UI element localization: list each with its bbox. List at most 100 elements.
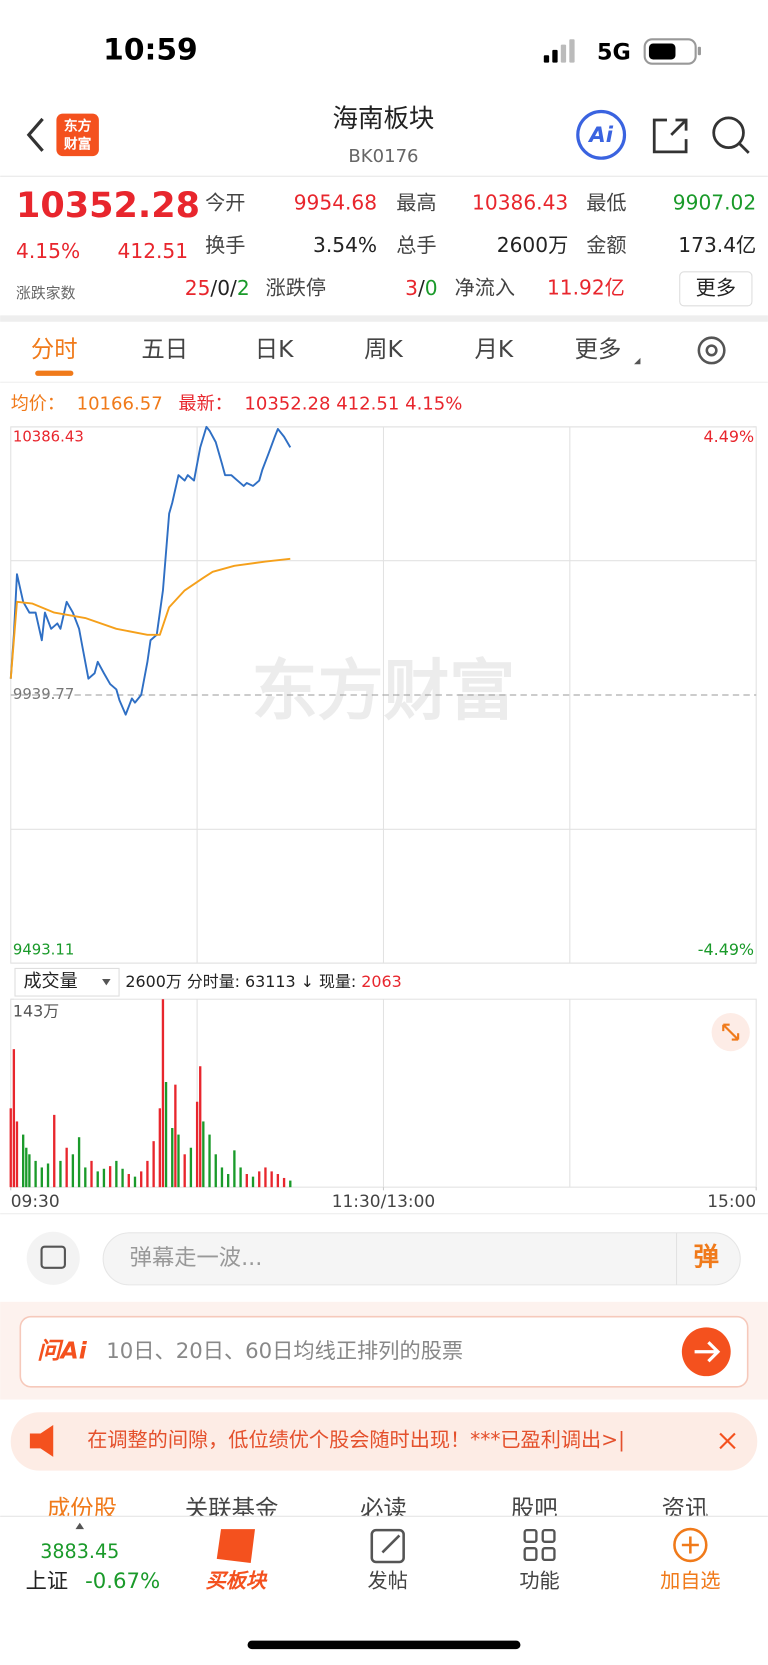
nav-item[interactable]: 功能 bbox=[519, 1569, 559, 1593]
nav-item[interactable]: 加自选 bbox=[660, 1569, 720, 1593]
change: 412.51 bbox=[118, 239, 189, 263]
app-logo bbox=[56, 113, 99, 157]
last-price: 10352.28 bbox=[16, 185, 200, 226]
volume-bar bbox=[121, 1168, 124, 1188]
breadth: 25/0/2 bbox=[185, 275, 250, 299]
avg-line bbox=[9, 557, 291, 679]
inflow-label: 净流入 bbox=[455, 275, 515, 299]
volume-bar bbox=[90, 1160, 93, 1188]
x-tick-label: 11:30/13:00 bbox=[332, 1192, 436, 1212]
status-time: 10:59 bbox=[103, 32, 198, 67]
nav-item[interactable]: 发帖 bbox=[368, 1569, 408, 1593]
volume-bar bbox=[133, 1176, 137, 1188]
danmaku-button[interactable]: 弹 bbox=[694, 1242, 719, 1272]
index-name: 上证 bbox=[26, 1569, 68, 1594]
volume-bar bbox=[140, 1171, 143, 1188]
volume-bar bbox=[40, 1167, 43, 1188]
volume-bar bbox=[171, 1128, 174, 1188]
x-tick-label: 15:00 bbox=[707, 1192, 756, 1212]
y-tick-label: 143万 bbox=[13, 1001, 59, 1020]
limit: 3/0 bbox=[405, 275, 437, 299]
tab[interactable]: 日K bbox=[255, 335, 294, 363]
y2-tick-label: -4.49% bbox=[698, 940, 754, 959]
volume-bar bbox=[9, 1108, 12, 1188]
tab[interactable]: 月K bbox=[475, 335, 514, 363]
notice-text[interactable]: 在调整的间隙，低位绩优个股会随时出现！***已盈利调出>| bbox=[87, 1427, 625, 1451]
expand-icon bbox=[722, 1023, 740, 1041]
tab[interactable]: 周K bbox=[364, 335, 403, 363]
volume-bar bbox=[53, 1114, 56, 1188]
buy-sector-icon[interactable] bbox=[216, 1529, 255, 1564]
volume-bar bbox=[214, 1154, 217, 1188]
more-button-label[interactable]: 更多 bbox=[696, 275, 736, 299]
volume-bar bbox=[270, 1171, 273, 1188]
stat-value: 9907.02 bbox=[673, 190, 756, 214]
stat-label: 金额 bbox=[586, 233, 626, 257]
volume-bar bbox=[258, 1171, 261, 1188]
function-icon[interactable] bbox=[523, 1528, 556, 1562]
avg-label: 均价： bbox=[11, 394, 65, 415]
ai-brand: 问Ai bbox=[37, 1336, 87, 1364]
page-title: 海南板块 bbox=[333, 104, 435, 134]
breadth-label: 涨跌家数 bbox=[16, 284, 76, 302]
close-button[interactable] bbox=[719, 1432, 736, 1450]
volume-bar bbox=[289, 1180, 292, 1188]
ai-label[interactable]: Ai bbox=[587, 123, 613, 148]
volume-selector-label[interactable]: 成交量 bbox=[23, 971, 77, 992]
stat-label: 最高 bbox=[396, 190, 436, 214]
ai-prompt[interactable]: 10日、20日、60日均线正排列的股票 bbox=[106, 1339, 463, 1364]
home-indicator bbox=[247, 1640, 521, 1650]
add-watchlist-icon[interactable] bbox=[673, 1527, 708, 1563]
volume-selector[interactable] bbox=[14, 967, 120, 997]
megaphone-icon bbox=[29, 1425, 54, 1457]
more-button[interactable] bbox=[679, 271, 753, 307]
stat-value: 9954.68 bbox=[294, 190, 377, 214]
stat-label: 换手 bbox=[205, 233, 245, 257]
volume-bar bbox=[108, 1166, 112, 1188]
logo-text: 财富 bbox=[64, 135, 92, 152]
nav-item[interactable]: 买板块 bbox=[206, 1569, 268, 1593]
bottom-nav bbox=[0, 1516, 768, 1665]
comment-placeholder[interactable]: 弹幕走一波... bbox=[130, 1245, 263, 1271]
tab-indicator bbox=[35, 370, 74, 376]
price-line bbox=[9, 425, 292, 716]
breadth-part: 0 bbox=[217, 275, 230, 299]
back-button[interactable] bbox=[26, 117, 44, 152]
index-value: 3883.45 bbox=[40, 1540, 119, 1563]
change-pct: 4.15% bbox=[16, 239, 80, 263]
breadth-part: 2 bbox=[237, 275, 250, 299]
volume-bar bbox=[264, 1167, 267, 1188]
volume-summary: 2600万 分时量: 63113 ↓ 现量: 2063 bbox=[125, 972, 401, 991]
volume-bar bbox=[115, 1160, 118, 1188]
volume-bar bbox=[59, 1160, 62, 1188]
volume-bar bbox=[96, 1171, 99, 1188]
tab[interactable]: 分时 bbox=[31, 335, 78, 363]
volume-bar bbox=[164, 1082, 168, 1188]
comment-icon[interactable] bbox=[26, 1231, 80, 1285]
post-icon[interactable] bbox=[370, 1528, 405, 1564]
tab[interactable]: 更多 bbox=[575, 335, 622, 363]
volume-bar bbox=[199, 1066, 202, 1188]
y-tick-label: 10386.43 bbox=[13, 427, 84, 445]
ai-button[interactable] bbox=[576, 109, 627, 160]
volume-bar bbox=[202, 1121, 205, 1188]
tab[interactable]: 五日 bbox=[141, 335, 188, 363]
settings-button[interactable] bbox=[697, 336, 726, 365]
limit-part: 0 bbox=[425, 275, 438, 299]
notice-bar[interactable] bbox=[10, 1412, 758, 1471]
y-tick-label: 9493.11 bbox=[13, 940, 74, 958]
volume-bar bbox=[208, 1134, 211, 1188]
volume-bar bbox=[220, 1167, 224, 1188]
search-button[interactable] bbox=[712, 116, 750, 154]
limit-part: / bbox=[418, 275, 425, 299]
volume-bar bbox=[46, 1163, 50, 1188]
share-button[interactable] bbox=[652, 118, 688, 154]
ai-bar[interactable] bbox=[19, 1315, 749, 1388]
volume-bar bbox=[189, 1147, 193, 1188]
stock-code: BK0176 bbox=[348, 146, 418, 167]
comment-input[interactable] bbox=[102, 1232, 741, 1286]
breadth-part: / bbox=[210, 275, 217, 299]
volume-bar bbox=[251, 1176, 255, 1188]
